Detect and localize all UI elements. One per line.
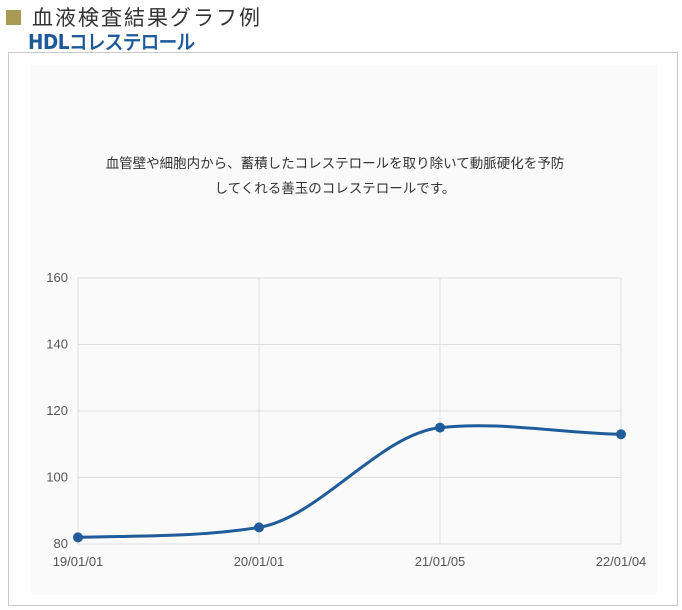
heading-square-icon xyxy=(6,9,21,25)
x-tick-label: 19/01/01 xyxy=(53,554,104,569)
data-point xyxy=(616,429,626,440)
chart-card xyxy=(8,52,678,606)
y-tick-label: 100 xyxy=(46,470,68,485)
x-tick-label: 21/01/05 xyxy=(415,554,466,569)
chart-card-inner xyxy=(31,65,657,595)
page-heading: 血液検査結果グラフ例 xyxy=(0,0,262,34)
chart-title: HDLコレステロール xyxy=(28,30,195,54)
data-point xyxy=(435,422,445,433)
data-point xyxy=(73,532,83,543)
data-point xyxy=(254,522,264,533)
description-line-1: 血管壁や細胞内から、蓄積したコレステロールを取り除いて動脈硬化を予防 xyxy=(105,156,565,172)
x-tick-label: 22/01/04 xyxy=(596,554,647,569)
series-line xyxy=(76,424,623,539)
y-tick-label: 80 xyxy=(54,536,68,551)
y-tick-label: 120 xyxy=(46,403,68,418)
description-line-2: してくれる善玉のコレステロールです。 xyxy=(214,181,456,197)
y-tick-label: 160 xyxy=(46,270,68,285)
page-title: 血液検査結果グラフ例 xyxy=(32,6,262,30)
y-tick-label: 140 xyxy=(46,337,68,352)
x-tick-label: 20/01/01 xyxy=(234,554,285,569)
